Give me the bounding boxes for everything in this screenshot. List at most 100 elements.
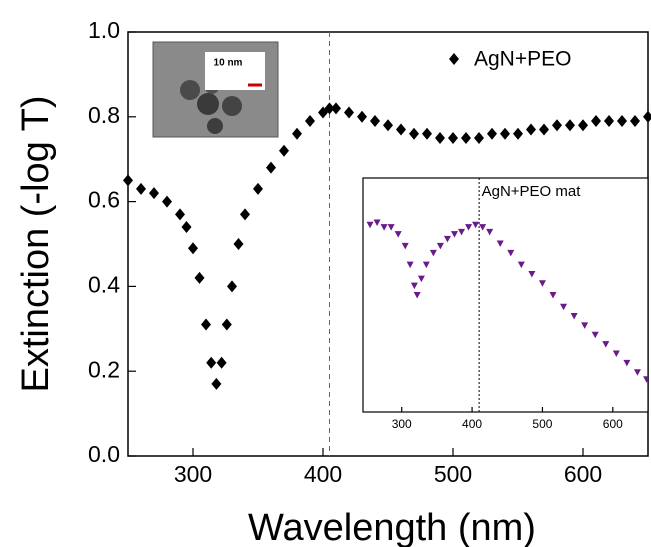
data-point bbox=[552, 119, 562, 132]
data-point bbox=[162, 195, 172, 208]
data-point bbox=[206, 356, 217, 369]
data-point bbox=[344, 106, 354, 119]
data-point bbox=[602, 341, 610, 348]
data-point bbox=[373, 219, 381, 226]
data-point bbox=[396, 123, 406, 136]
x-tick-label: 400 bbox=[462, 417, 482, 431]
data-point bbox=[581, 322, 589, 329]
data-point bbox=[578, 119, 588, 132]
data-point bbox=[279, 144, 289, 157]
y-axis-label: Extinction (-log T) bbox=[15, 95, 57, 392]
y-tick-label: 0.8 bbox=[88, 102, 120, 128]
data-point bbox=[149, 187, 159, 200]
data-point bbox=[633, 369, 641, 376]
data-point bbox=[305, 115, 315, 128]
data-point bbox=[324, 102, 335, 115]
tem-image: 10 nm bbox=[152, 41, 279, 138]
data-point bbox=[436, 242, 444, 250]
data-point bbox=[560, 303, 568, 311]
y-tick-label: 0.4 bbox=[88, 271, 120, 297]
data-point bbox=[292, 127, 302, 140]
data-point bbox=[538, 280, 546, 287]
y-tick-label: 0.6 bbox=[88, 187, 120, 213]
data-point bbox=[570, 313, 578, 320]
data-point bbox=[123, 174, 133, 187]
data-point bbox=[487, 127, 497, 140]
data-point bbox=[517, 261, 525, 269]
data-point bbox=[370, 115, 380, 128]
data-point bbox=[216, 356, 227, 369]
data-point bbox=[435, 132, 445, 144]
main-plot bbox=[123, 32, 651, 456]
legend-label: AgN+PEO bbox=[474, 48, 571, 71]
data-point bbox=[253, 182, 263, 195]
x-tick-label: 300 bbox=[392, 417, 412, 431]
x-tick-label: 600 bbox=[564, 461, 602, 487]
data-point bbox=[549, 292, 557, 299]
data-point bbox=[500, 127, 510, 140]
data-point bbox=[240, 208, 250, 221]
data-point bbox=[630, 115, 640, 128]
data-point bbox=[383, 119, 393, 132]
y-tick-label: 1.0 bbox=[88, 17, 120, 43]
data-point bbox=[643, 110, 651, 123]
data-point bbox=[612, 350, 620, 357]
inset bbox=[366, 178, 648, 412]
data-point bbox=[201, 318, 211, 331]
data-point bbox=[188, 242, 198, 255]
data-point bbox=[417, 275, 425, 283]
data-point bbox=[409, 127, 419, 140]
data-point bbox=[443, 235, 451, 243]
data-point bbox=[496, 240, 504, 248]
data-point bbox=[604, 115, 614, 128]
data-point bbox=[450, 231, 458, 238]
data-point bbox=[422, 127, 432, 140]
data-point bbox=[507, 249, 515, 257]
data-point bbox=[643, 376, 648, 383]
data-point bbox=[175, 208, 185, 221]
y-tick-label: 0.2 bbox=[88, 356, 120, 382]
data-point bbox=[461, 132, 471, 144]
data-point bbox=[394, 231, 402, 238]
data-point bbox=[486, 228, 494, 236]
x-axis-label: Wavelength (nm) bbox=[248, 507, 536, 547]
data-point bbox=[413, 292, 421, 299]
data-point bbox=[623, 359, 631, 367]
data-point bbox=[422, 261, 430, 269]
data-point bbox=[194, 271, 205, 284]
data-point bbox=[565, 119, 575, 132]
y-tick-label: 0.0 bbox=[88, 441, 120, 467]
data-point bbox=[429, 249, 437, 257]
data-point bbox=[617, 115, 627, 128]
data-point bbox=[448, 132, 458, 144]
x-tick-label: 500 bbox=[434, 461, 472, 487]
data-point bbox=[591, 115, 601, 128]
data-point bbox=[465, 224, 473, 231]
data-point bbox=[233, 238, 244, 250]
data-point bbox=[366, 221, 374, 229]
data-point bbox=[331, 102, 341, 115]
x-tick-label: 300 bbox=[174, 461, 212, 487]
data-point bbox=[181, 221, 192, 234]
x-tick-label: 500 bbox=[532, 417, 552, 431]
data-point bbox=[401, 242, 409, 250]
data-point bbox=[526, 123, 536, 136]
data-point bbox=[528, 270, 536, 278]
data-point bbox=[458, 228, 466, 236]
data-point bbox=[472, 221, 480, 229]
data-point bbox=[406, 261, 414, 269]
data-point bbox=[539, 123, 549, 136]
scale-label: 10 nm bbox=[214, 58, 243, 69]
data-point bbox=[380, 224, 388, 231]
data-point bbox=[479, 224, 487, 231]
data-point bbox=[474, 132, 484, 144]
data-point bbox=[513, 127, 523, 140]
data-point bbox=[227, 280, 237, 293]
data-point bbox=[387, 224, 395, 231]
legend-marker bbox=[449, 53, 459, 65]
data-point bbox=[221, 318, 232, 331]
data-point bbox=[211, 377, 222, 390]
inset-title: AgN+PEO mat bbox=[482, 183, 582, 200]
